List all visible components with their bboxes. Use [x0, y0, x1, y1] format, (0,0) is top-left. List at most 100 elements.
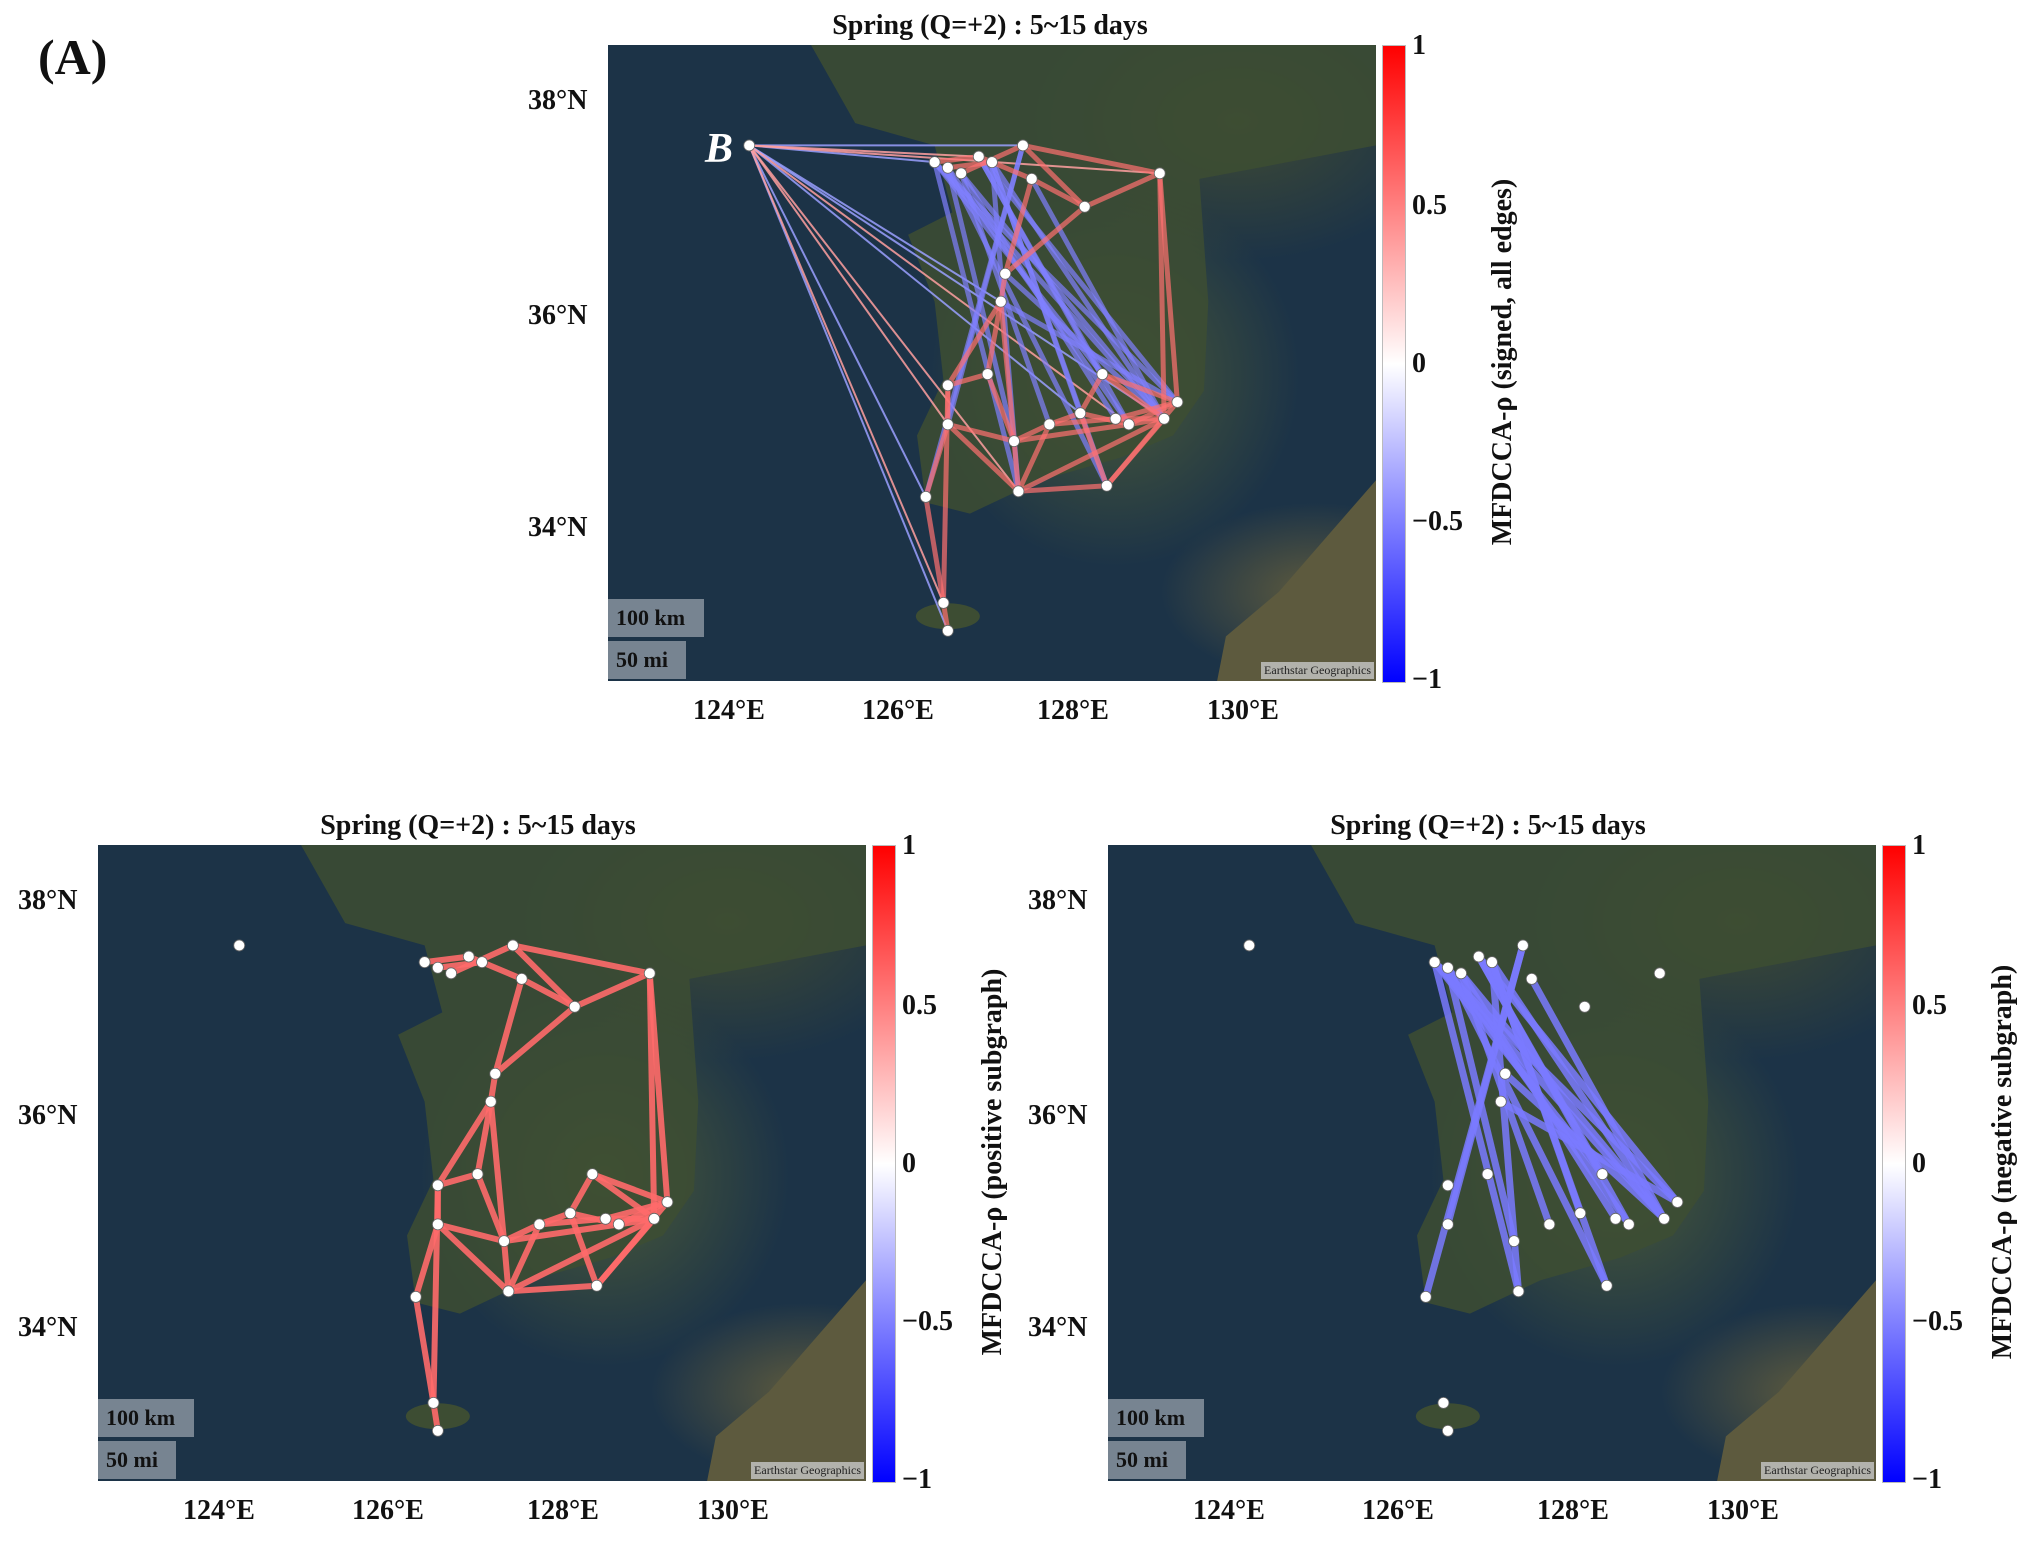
station-node[interactable] [972, 150, 985, 163]
station-node[interactable] [1486, 956, 1498, 969]
station-node[interactable] [1171, 396, 1184, 408]
station-node[interactable] [1419, 1290, 1432, 1303]
station-node[interactable] [1016, 139, 1029, 152]
station-node[interactable] [1494, 1095, 1507, 1108]
station-node[interactable] [743, 139, 756, 152]
station-node[interactable] [489, 1067, 502, 1080]
edge-positive [492, 978, 525, 1075]
station-node[interactable] [986, 156, 998, 169]
station-node[interactable] [1441, 1218, 1454, 1231]
station-node[interactable] [1078, 200, 1091, 213]
station-node[interactable] [1025, 172, 1038, 185]
station-node[interactable] [1578, 1000, 1591, 1013]
station-node[interactable] [462, 950, 475, 963]
lon-130: 130°E [1707, 1495, 1779, 1526]
map-negative[interactable]: 100 km 50 mi Earthstar Geographics [1108, 845, 1876, 1481]
station-node[interactable] [1008, 435, 1020, 448]
station-node[interactable] [564, 1207, 577, 1220]
station-node[interactable] [1499, 1067, 1512, 1080]
station-node[interactable] [1043, 418, 1056, 431]
station-node[interactable] [928, 156, 941, 169]
station-node[interactable] [941, 624, 954, 637]
station-node[interactable] [445, 967, 458, 980]
station-node[interactable] [999, 267, 1012, 280]
station-node[interactable] [1574, 1207, 1587, 1220]
map-top[interactable]: 100 km 50 mi Earthstar Geographics [608, 45, 1376, 681]
station-node[interactable] [648, 1212, 661, 1225]
station-node[interactable] [981, 368, 994, 381]
station-node[interactable] [1158, 412, 1171, 425]
station-node[interactable] [661, 1196, 674, 1208]
station-node[interactable] [643, 967, 656, 980]
station-node[interactable] [1543, 1218, 1556, 1231]
station-node[interactable] [1481, 1168, 1494, 1181]
station-node[interactable] [418, 956, 431, 969]
station-node[interactable] [1658, 1212, 1671, 1225]
station-node[interactable] [941, 418, 954, 431]
station-node[interactable] [1596, 1168, 1609, 1181]
station-node[interactable] [1096, 368, 1109, 381]
station-node[interactable] [586, 1168, 599, 1181]
edge-positive [923, 423, 951, 498]
station-node[interactable] [427, 1396, 440, 1409]
station-node[interactable] [409, 1290, 422, 1303]
station-node[interactable] [937, 596, 950, 609]
cb-tick: 0.5 [1412, 190, 1447, 221]
station-node[interactable] [476, 956, 488, 969]
station-node[interactable] [1243, 939, 1256, 952]
station-node[interactable] [484, 1095, 497, 1108]
station-node[interactable] [431, 1424, 444, 1437]
station-node[interactable] [515, 972, 528, 985]
station-node[interactable] [1441, 1179, 1454, 1192]
station-node[interactable] [1109, 412, 1122, 425]
station-node[interactable] [1153, 167, 1166, 180]
edge-negative [945, 144, 1026, 426]
station-node[interactable] [1622, 1218, 1635, 1231]
station-node[interactable] [498, 1235, 510, 1248]
lat-38: 38°N [18, 885, 78, 916]
station-node[interactable] [1525, 972, 1538, 985]
attribution: Earthstar Geographics [1761, 1462, 1874, 1479]
edge-negative [1488, 960, 1611, 1287]
station-node[interactable] [1455, 967, 1468, 980]
station-node[interactable] [1437, 1396, 1450, 1409]
station-node[interactable] [1122, 418, 1135, 431]
station-node[interactable] [590, 1279, 603, 1292]
station-node[interactable] [941, 379, 954, 392]
station-node[interactable] [612, 1218, 625, 1231]
station-node[interactable] [1074, 407, 1087, 420]
station-node[interactable] [1512, 1285, 1525, 1298]
edge-positive [1013, 421, 1130, 444]
station-node[interactable] [1441, 961, 1454, 974]
station-node[interactable] [471, 1168, 484, 1181]
station-node[interactable] [506, 939, 519, 952]
station-node[interactable] [1516, 939, 1529, 952]
station-node[interactable] [1600, 1279, 1613, 1292]
station-node[interactable] [1012, 485, 1025, 498]
station-node[interactable] [1508, 1235, 1520, 1248]
station-node[interactable] [941, 161, 954, 174]
station-node[interactable] [1472, 950, 1485, 963]
station-node[interactable] [1428, 956, 1441, 969]
edge-positive [1157, 173, 1180, 403]
station-node[interactable] [533, 1218, 546, 1231]
station-node[interactable] [502, 1285, 515, 1298]
station-node[interactable] [1609, 1212, 1622, 1225]
station-node[interactable] [1653, 967, 1666, 980]
station-node[interactable] [1100, 479, 1113, 492]
station-node[interactable] [431, 1218, 444, 1231]
station-node[interactable] [431, 961, 444, 974]
station-node[interactable] [233, 939, 246, 952]
map-positive[interactable]: 100 km 50 mi Earthstar Geographics [98, 845, 866, 1481]
station-node[interactable] [919, 490, 932, 503]
station-node[interactable] [568, 1000, 581, 1013]
jeju-island [1415, 1403, 1480, 1430]
station-node[interactable] [599, 1212, 612, 1225]
station-node[interactable] [1441, 1424, 1454, 1437]
station-node[interactable] [994, 295, 1007, 308]
edge-positive [998, 301, 1017, 442]
station-node[interactable] [1671, 1196, 1684, 1208]
edge-negative [999, 299, 1179, 405]
station-node[interactable] [955, 167, 968, 180]
station-node[interactable] [431, 1179, 444, 1192]
